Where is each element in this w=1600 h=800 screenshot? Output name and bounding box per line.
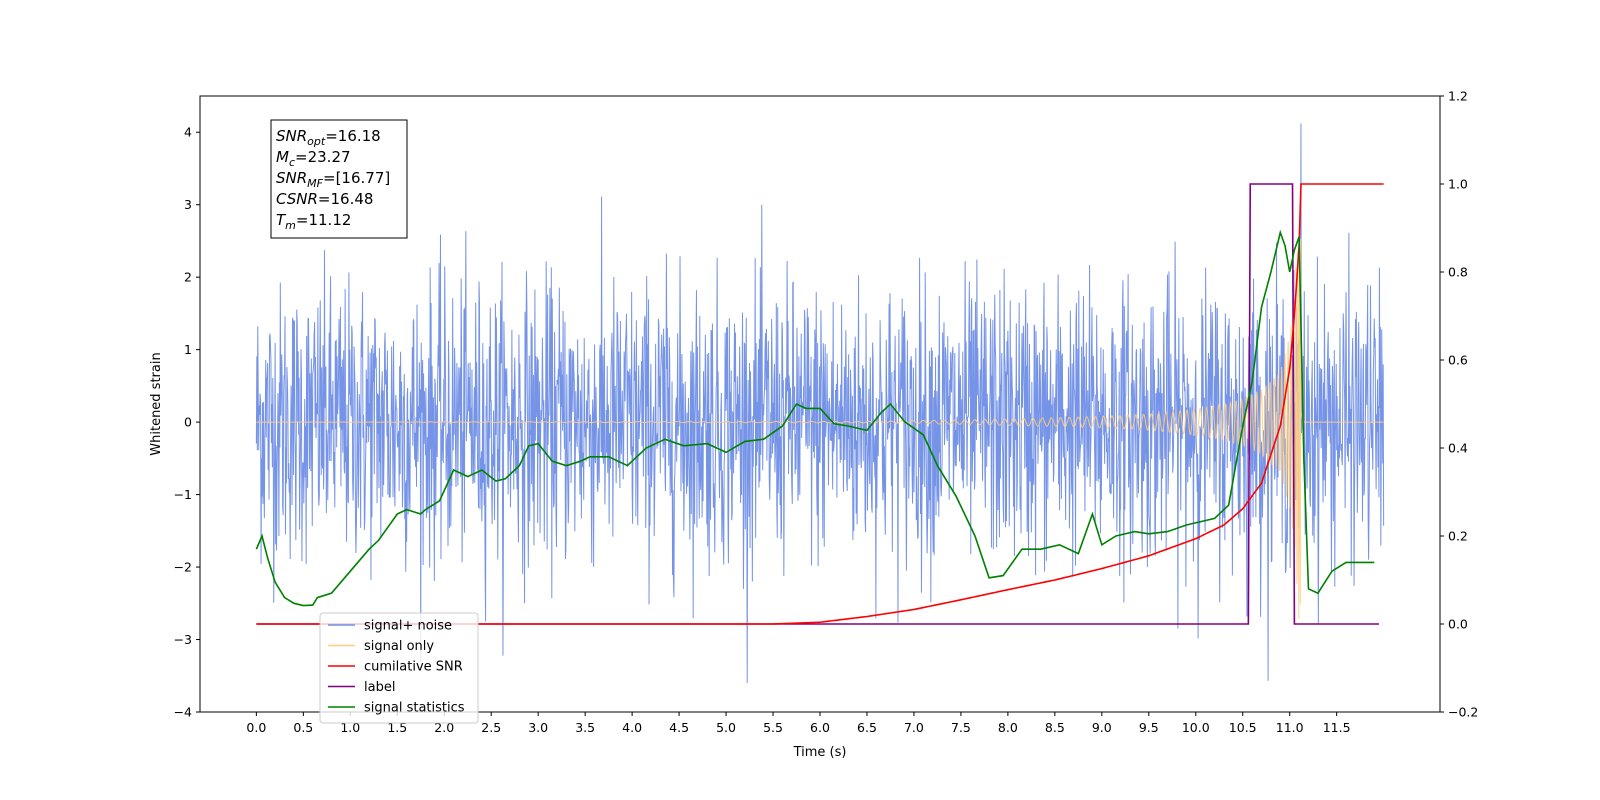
legend-entry: label (364, 680, 395, 695)
y-left-tick-label: 2 (184, 270, 192, 285)
series-layer (255, 123, 1385, 684)
legend-entry: signal+ noise (364, 619, 452, 634)
x-tick-label: 2.0 (434, 720, 454, 735)
x-tick-label: 11.5 (1323, 720, 1351, 735)
y-left-tick-label: 1 (184, 342, 192, 357)
x-tick-label: 1.0 (340, 720, 360, 735)
legend-entry: signal statistics (364, 701, 465, 716)
y-right-tick-label: 0.4 (1448, 441, 1468, 456)
x-tick-label: 10.5 (1229, 720, 1257, 735)
x-tick-label: 7.0 (904, 720, 924, 735)
y-right-tick-label: 1.2 (1448, 89, 1468, 104)
y-left-tick-label: 0 (184, 415, 192, 430)
y-left-tick-label: 3 (184, 197, 192, 212)
info-box: SNRopt=16.18Mc=23.27SNRMF=[16.77]CSNR=16… (270, 119, 408, 239)
legend: signal+ noise signal only cumilative SNR la… (319, 612, 479, 724)
series-signal-noise (255, 123, 1385, 684)
x-tick-label: 8.0 (998, 720, 1018, 735)
y-axis-label: Whitened strain (149, 352, 164, 455)
x-tick-label: 4.5 (669, 720, 689, 735)
series-signal-only (256, 238, 1384, 620)
x-tick-label: 3.5 (575, 720, 595, 735)
x-tick-label: 3.0 (528, 720, 548, 735)
y-right-tick-label: 0.0 (1448, 617, 1468, 632)
x-tick-label: 4.0 (622, 720, 642, 735)
x-tick-label: 7.5 (951, 720, 971, 735)
y-right-tick-label: 0.8 (1448, 265, 1468, 280)
x-tick-label: 0.0 (246, 720, 266, 735)
legend-entry: cumilative SNR (364, 660, 463, 675)
x-tick-label: 2.5 (481, 720, 501, 735)
series-label (256, 183, 1379, 625)
x-tick-label: 1.5 (387, 720, 407, 735)
y-left-tick-label: −4 (174, 705, 192, 720)
y-right-tick-label: 0.6 (1448, 353, 1468, 368)
x-tick-label: 9.5 (1139, 720, 1159, 735)
ticks-layer: 0.0 0.5 1.0 1.5 2.0 2.5 3.0 3.5 4.0 4.5 5.0 5.5 6.0 6… (174, 89, 1479, 736)
info-line: Mc=23.27 (276, 148, 351, 169)
x-axis-label: Time (s) (793, 745, 847, 760)
y-right-tick-label: 1.0 (1448, 177, 1468, 192)
info-box-frame (270, 119, 408, 239)
series-signal-statistics (255, 229, 1375, 607)
x-tick-label: 6.0 (810, 720, 830, 735)
x-tick-label: 6.5 (857, 720, 877, 735)
x-tick-label: 9.0 (1092, 720, 1112, 735)
y-left-tick-label: −1 (174, 487, 192, 502)
x-tick-label: 5.5 (763, 720, 783, 735)
y-left-tick-label: −2 (174, 560, 192, 575)
x-tick-label: 5.0 (716, 720, 736, 735)
x-tick-label: 11.0 (1276, 720, 1304, 735)
legend-entry: signal only (364, 639, 434, 654)
y-left-tick-label: −3 (174, 632, 192, 647)
info-line: SNRMF=[16.77] (276, 169, 390, 190)
x-tick-label: 8.5 (1045, 720, 1065, 735)
y-left-tick-label: 4 (184, 125, 192, 140)
y-right-tick-label: 0.2 (1448, 529, 1468, 544)
x-tick-label: 10.0 (1182, 720, 1210, 735)
info-line: SNRopt=16.18 (276, 127, 381, 148)
info-line: CSNR=16.48 (276, 190, 373, 208)
legend-frame (319, 612, 479, 724)
y-right-tick-label: −0.2 (1448, 705, 1478, 720)
info-line: Tm=11.12 (276, 211, 351, 232)
x-tick-label: 0.5 (293, 720, 313, 735)
